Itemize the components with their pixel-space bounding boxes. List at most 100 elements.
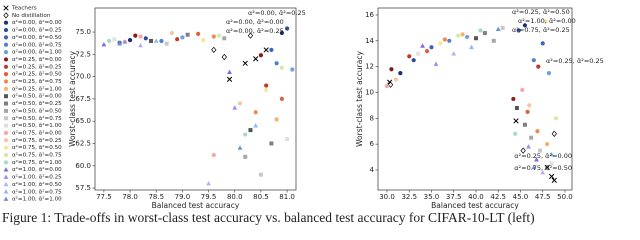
annotation: α²=0.25, ᾱ²=0.00 xyxy=(514,152,572,160)
marker-circle xyxy=(3,20,9,25)
legend-label: Teachers xyxy=(11,6,37,12)
y-axis-label: Worst-class test accuracy xyxy=(68,51,77,147)
marker-square xyxy=(112,37,117,42)
marker-triangle xyxy=(122,39,128,44)
legend-label: α²=1.00, ᾱ²=1.00 xyxy=(12,196,62,203)
marker-circle xyxy=(3,64,9,69)
marker-stroke xyxy=(242,60,248,66)
marker-square xyxy=(491,38,496,43)
marker-square xyxy=(258,172,263,177)
marker-circle xyxy=(285,26,290,31)
marker-circle xyxy=(3,35,9,40)
marker-square xyxy=(243,154,248,159)
marker-circle xyxy=(3,160,9,165)
x-tick-label: 78.0 xyxy=(122,193,138,201)
marker-x xyxy=(544,164,550,171)
x-tick-label: 81.0 xyxy=(279,193,295,201)
marker-stroke xyxy=(513,118,519,124)
marker-square xyxy=(538,148,543,153)
legend-label: α²=0.00, ᾱ²=0.00 xyxy=(12,19,62,26)
marker-circle xyxy=(258,53,264,58)
marker-circle xyxy=(143,36,148,41)
legend-label: α²=0.75, ᾱ²=0.50 xyxy=(12,144,62,151)
marker-triangle xyxy=(3,181,9,187)
marker-triangle xyxy=(101,41,107,47)
marker-circle xyxy=(3,145,9,150)
marker-circle xyxy=(407,54,412,59)
x-tick-label: 47.5 xyxy=(535,193,551,201)
marker-circle xyxy=(269,47,274,52)
annotation: α²=0.00, ᾱ²=0.25 xyxy=(226,27,284,35)
marker-square xyxy=(514,105,519,110)
marker-circle xyxy=(279,96,284,102)
legend-label: α²=0.25, ᾱ²=0.75 xyxy=(12,78,62,85)
legend-label: α²=0.00, ᾱ²=0.50 xyxy=(12,34,62,41)
marker-x xyxy=(263,47,269,53)
marker-stroke xyxy=(3,5,9,11)
marker-circle xyxy=(456,33,461,38)
legend-label: α²=1.00, ᾱ²=0.50 xyxy=(12,181,62,188)
x-tick-label: 45.0 xyxy=(513,193,529,201)
marker-circle xyxy=(478,28,483,33)
annotation: α²=0.25, ᾱ²=0.50 xyxy=(512,8,570,16)
marker-circle xyxy=(460,32,465,37)
marker-circle xyxy=(511,96,516,102)
marker-circle xyxy=(264,87,269,93)
legend-label: α²=1.00, ᾱ²=0.25 xyxy=(12,174,62,181)
marker-square xyxy=(473,36,478,41)
marker-triangle xyxy=(138,42,143,48)
x-tick-label: 40.0 xyxy=(468,193,484,201)
marker-diamond xyxy=(520,147,526,154)
marker-circle xyxy=(138,34,143,39)
marker-square xyxy=(4,101,8,106)
marker-circle xyxy=(274,117,279,122)
annotation: α²=1.00, ᾱ²=0.00 xyxy=(518,17,576,25)
marker-triangle xyxy=(232,105,238,110)
marker-circle xyxy=(525,109,530,114)
x-tick-label: 78.5 xyxy=(148,193,164,201)
marker-stroke xyxy=(544,164,550,171)
y-tick-label: 70.0 xyxy=(75,73,91,81)
marker-circle xyxy=(279,30,284,36)
marker-circle xyxy=(243,132,248,137)
marker-circle xyxy=(464,34,470,40)
marker-x xyxy=(253,56,259,62)
caption: Figure 1: Trade-offs in worst-class test… xyxy=(2,210,535,225)
marker-square xyxy=(269,141,274,146)
y-tick-label: 6 xyxy=(370,140,375,148)
marker-circle xyxy=(3,27,9,33)
y-tick-label: 75.0 xyxy=(75,28,91,36)
marker-circle xyxy=(516,28,521,33)
marker-square xyxy=(164,41,169,46)
legend-label: α²=0.25, ᾱ²=1.00 xyxy=(12,85,62,92)
legend-label: α²=1.00, ᾱ²=0.00 xyxy=(12,166,62,173)
marker-circle xyxy=(429,45,434,50)
legend-label: α²=0.50, ᾱ²=0.50 xyxy=(12,107,62,114)
marker-square xyxy=(4,123,8,128)
marker-square xyxy=(549,161,554,166)
marker-triangle xyxy=(3,174,9,179)
marker-square xyxy=(185,32,190,37)
marker-circle xyxy=(196,31,201,36)
marker-circle xyxy=(237,101,243,106)
marker-circle xyxy=(175,37,180,42)
annotation: α²=0.75, ᾱ²=0.50 xyxy=(514,164,572,172)
legend-label: α²=0.00, ᾱ²=0.25 xyxy=(12,27,62,34)
marker-x xyxy=(513,118,519,124)
legend-label: α²=0.75, ᾱ²=1.00 xyxy=(12,159,62,166)
marker-triangle xyxy=(526,144,531,149)
marker-x xyxy=(551,177,557,183)
marker-circle xyxy=(211,34,216,39)
marker-circle xyxy=(3,130,9,136)
marker-square xyxy=(522,122,527,127)
legend-label: α²=0.00, ᾱ²=1.00 xyxy=(12,49,62,56)
x-axis-label: Balanced test accuracy xyxy=(431,201,519,210)
marker-triangle xyxy=(531,164,537,170)
marker-circle xyxy=(211,152,216,158)
legend-label: α²=0.50, ᾱ²=0.00 xyxy=(12,93,62,100)
marker-circle xyxy=(540,41,545,46)
marker-square xyxy=(4,116,8,121)
legend-label: α²=0.25, ᾱ²=0.50 xyxy=(12,71,62,78)
marker-triangle xyxy=(549,151,555,157)
marker-stroke xyxy=(226,76,233,82)
